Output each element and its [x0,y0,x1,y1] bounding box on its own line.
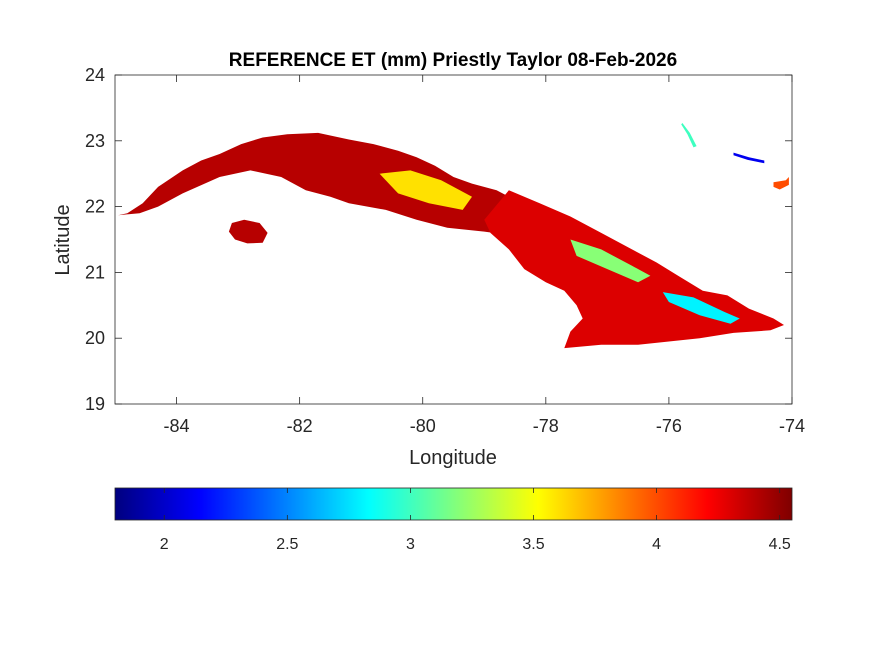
y-tick-label: 24 [85,65,105,85]
et-region-7 [733,152,765,164]
x-tick-label: -84 [164,416,190,436]
map-title: REFERENCE ET (mm) Priestly Taylor 08-Feb… [229,50,677,71]
et-region-5 [662,292,740,324]
colorbar-ticks: 2 2.5 3 3.5 4 4.5 [160,488,791,553]
colorbar-tick-label: 3.5 [522,536,544,553]
colorbar-tick-label: 3 [406,536,415,553]
et-region-0 [118,132,546,237]
y-tick-label: 20 [85,328,105,348]
map-plot-area: -84 -82 -80 -78 -76 -74 19 20 21 22 23 24 [85,65,805,436]
y-axis-ticks: 19 20 21 22 23 24 [85,65,792,414]
x-tick-label: -76 [656,416,682,436]
colorbar-tick-label: 4.5 [769,536,791,553]
colorbar-gradient [114,487,793,521]
y-tick-label: 21 [85,262,105,282]
et-region-4 [570,239,651,283]
et-region-8 [773,177,789,190]
y-axis-label: Latitude [52,204,74,275]
x-tick-label: -80 [410,416,436,436]
x-axis-label: Longitude [409,447,497,469]
map-axes-background [115,75,792,404]
y-tick-label: 22 [85,197,105,217]
map-axes-frame [114,74,793,405]
et-region-2 [228,219,268,244]
colorbar-tick-label: 2.5 [276,536,298,553]
colorbar: 2 2.5 3 3.5 4 4.5 [114,487,793,553]
x-tick-label: -74 [779,416,805,436]
y-tick-label: 23 [85,131,105,151]
et-region-3 [379,170,472,210]
y-tick-label: 19 [85,394,105,414]
et-region-6 [681,123,697,148]
colorbar-tick-label: 2 [160,536,169,553]
colorbar-tick-label: 4 [652,536,661,553]
et-regions-layer [118,123,789,349]
x-axis-ticks: -84 -82 -80 -78 -76 -74 [164,75,805,436]
x-tick-label: -82 [287,416,313,436]
x-tick-label: -78 [533,416,559,436]
